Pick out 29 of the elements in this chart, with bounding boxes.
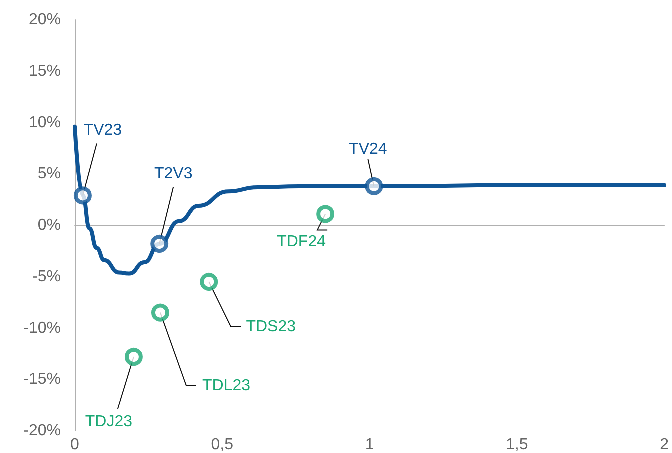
y-tick-label: 10% xyxy=(28,114,61,132)
point xyxy=(124,348,143,366)
annotation: TDF24 xyxy=(277,234,326,251)
y-tick-label: 0% xyxy=(38,217,61,234)
x-tick-label: 1,5 xyxy=(506,436,528,453)
y-tick-label: -10% xyxy=(24,320,61,337)
y-tick-label: 5% xyxy=(38,166,61,183)
y-tick-label: -5% xyxy=(32,268,61,286)
y-tick-label: 15% xyxy=(28,62,61,80)
y-tick-label: 20% xyxy=(28,12,61,28)
annotation: TDL23 xyxy=(202,377,251,394)
line-series xyxy=(73,124,667,276)
point xyxy=(150,235,169,253)
x-tick-label: 0,5 xyxy=(211,436,234,453)
annotation: T2V3 xyxy=(154,165,193,182)
annotation: TV23 xyxy=(84,122,122,140)
annotation: TDJ23 xyxy=(85,414,133,431)
x-tick-label: 2 xyxy=(660,436,670,453)
annotation: TV24 xyxy=(349,140,388,158)
point xyxy=(316,205,335,224)
point xyxy=(152,304,170,322)
point xyxy=(200,273,218,292)
x-tick-label: 1 xyxy=(365,436,374,453)
annotation: TDS23 xyxy=(246,318,296,336)
point xyxy=(74,186,92,205)
y-tick-label: -15% xyxy=(24,371,61,388)
y-tick-label: -20% xyxy=(24,422,61,440)
point xyxy=(365,177,384,196)
x-tick-label: 0 xyxy=(70,436,80,453)
